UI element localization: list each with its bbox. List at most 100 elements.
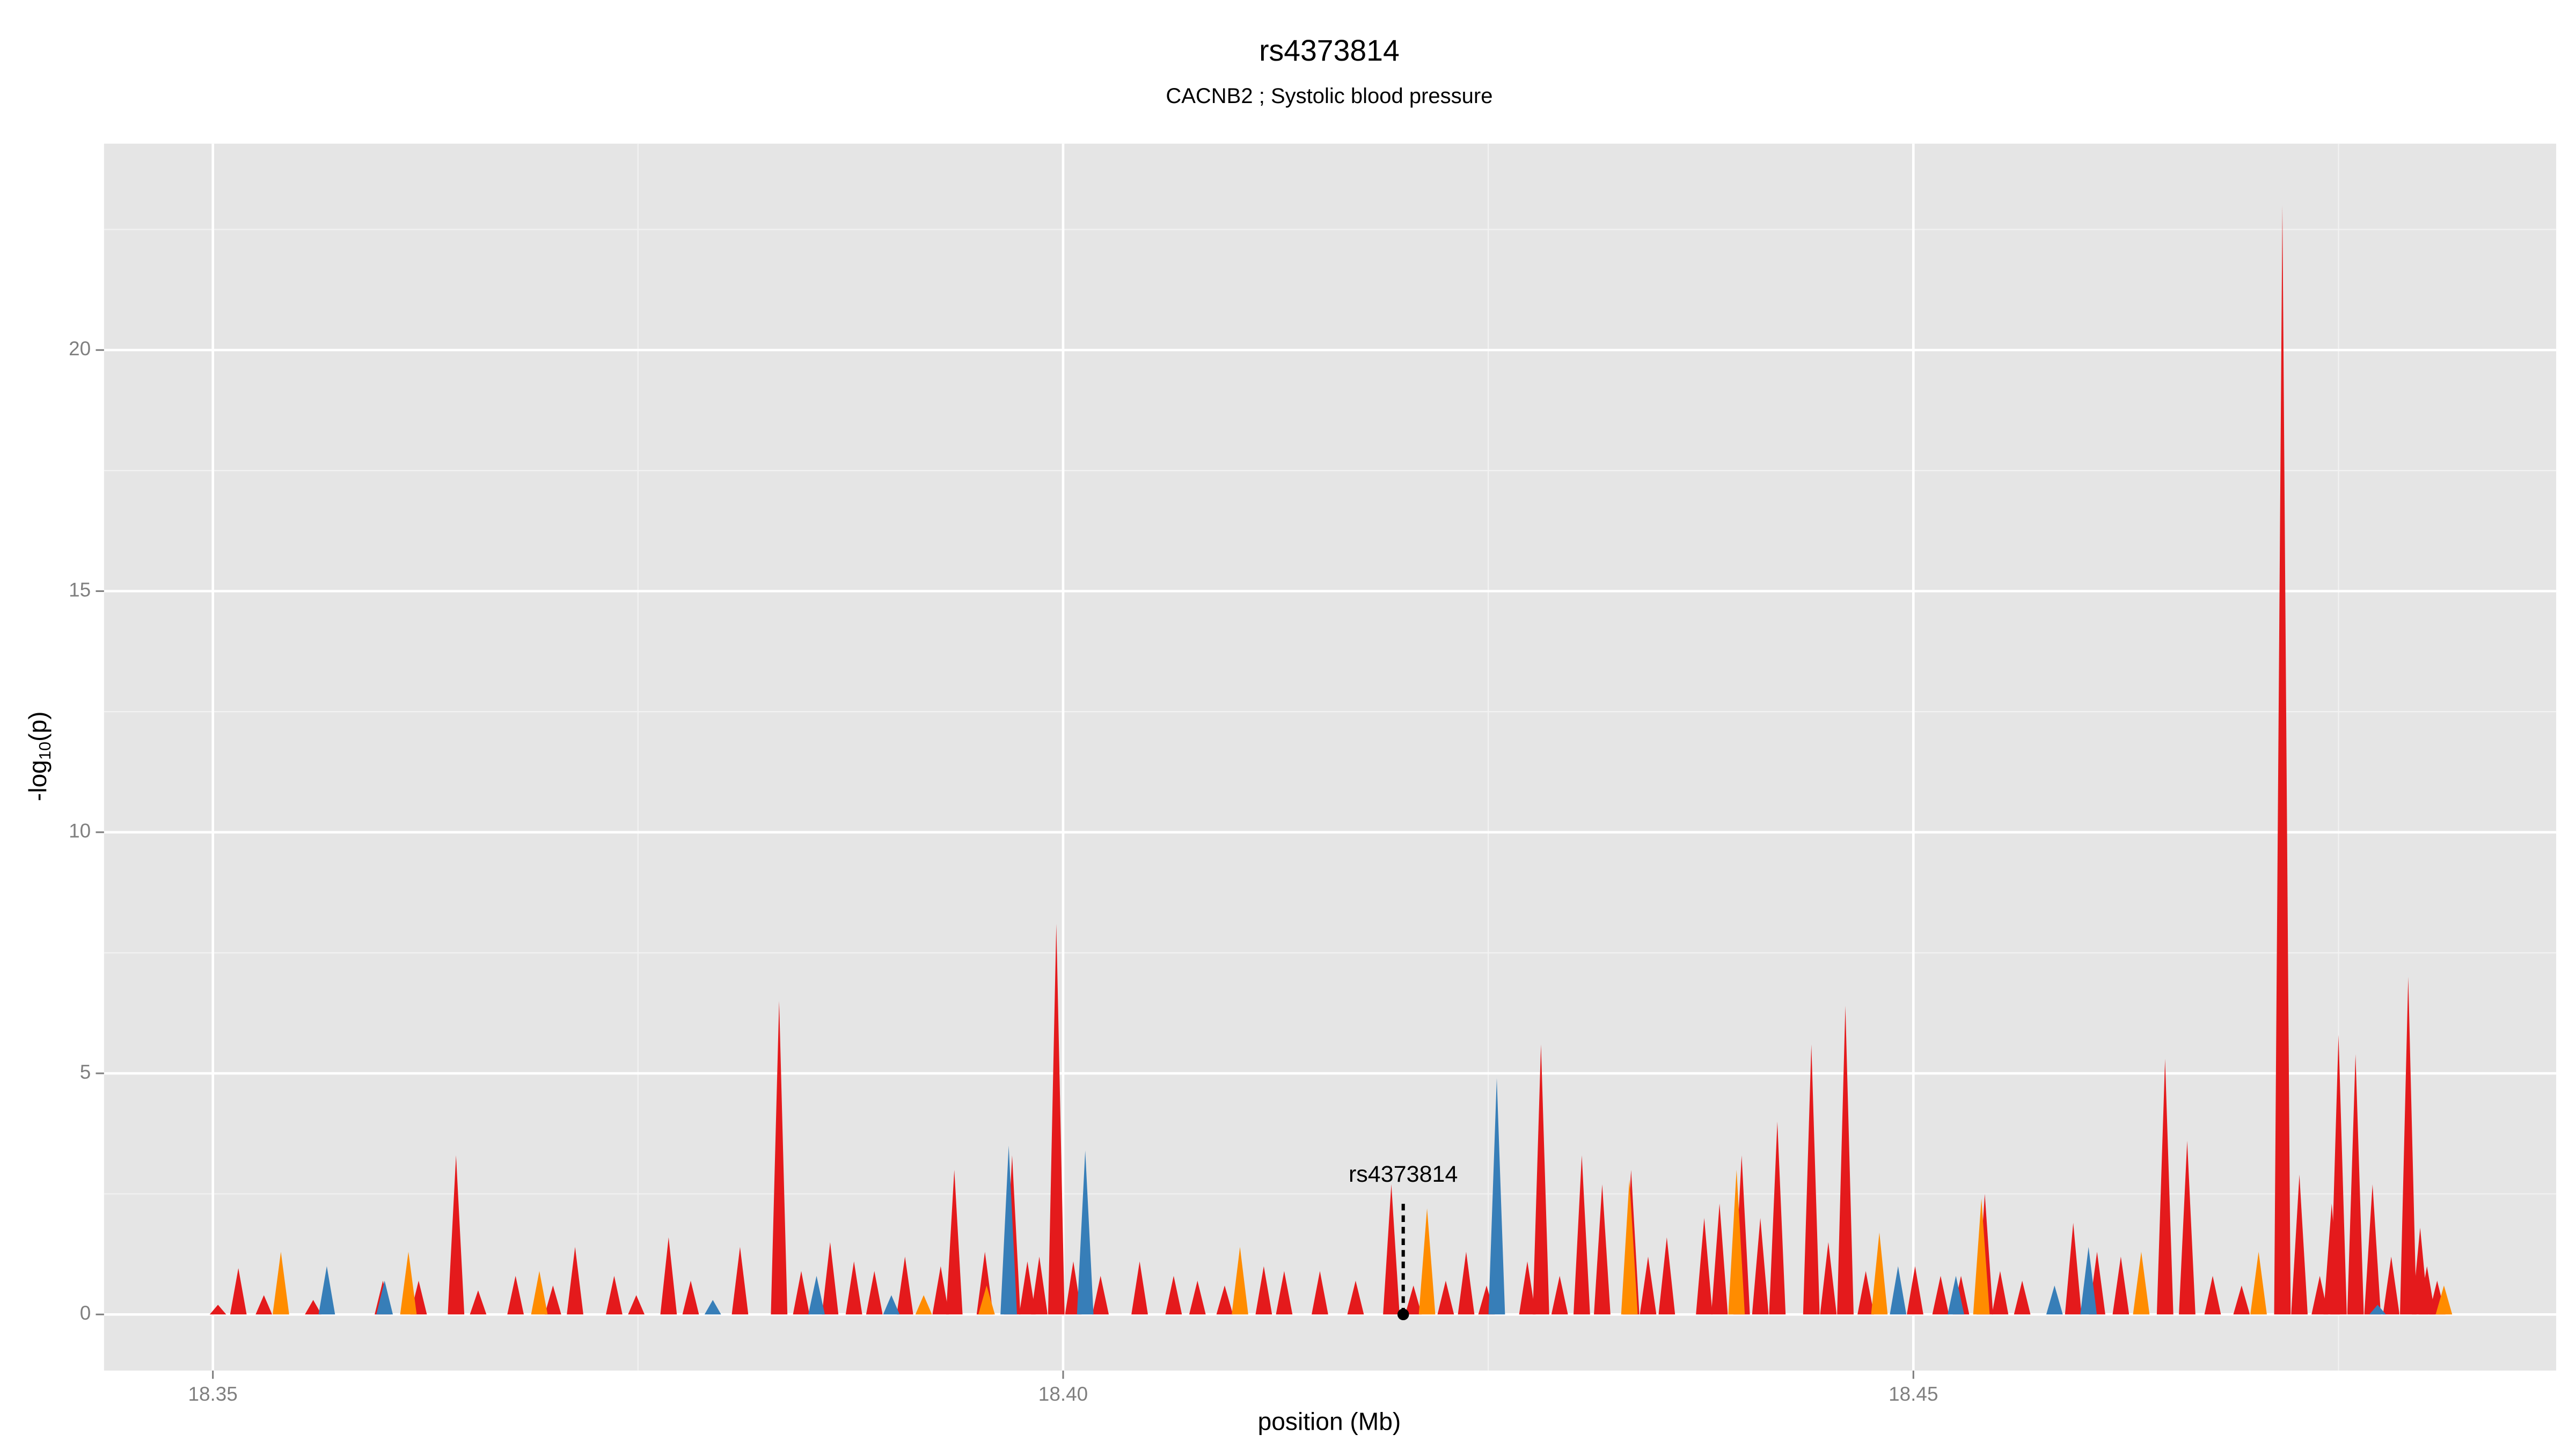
spike <box>771 1001 788 1315</box>
spike <box>2435 1285 2453 1315</box>
spike <box>660 1237 677 1315</box>
y-tick-label: 15 <box>69 579 91 601</box>
spike <box>2274 205 2291 1315</box>
spike <box>845 1261 862 1315</box>
spike <box>1189 1280 1206 1315</box>
spike <box>507 1276 524 1315</box>
x-axis-title: position (Mb) <box>1258 1407 1401 1435</box>
spike <box>1594 1184 1611 1315</box>
spike <box>1752 1218 1769 1315</box>
spike <box>1658 1237 1675 1315</box>
spike <box>1232 1247 1248 1315</box>
spike <box>1092 1276 1109 1315</box>
spike <box>1932 1276 1949 1315</box>
spike <box>544 1285 561 1315</box>
y-tick-label: 0 <box>80 1302 91 1324</box>
spike <box>1948 1276 1964 1315</box>
spike <box>1383 1184 1400 1315</box>
spike <box>1803 1044 1820 1315</box>
spike <box>1640 1256 1657 1315</box>
y-axis-title-main: -log <box>24 760 52 801</box>
spike <box>2112 1256 2129 1315</box>
x-tick-label: 18.40 <box>1038 1383 1088 1405</box>
spike <box>1871 1232 1888 1315</box>
labels: 18.35 18.40 18.45 0 5 10 15 20 rs4373814 <box>69 338 1938 1405</box>
spike <box>2233 1285 2250 1315</box>
spike <box>896 1256 913 1315</box>
spike <box>1551 1276 1568 1315</box>
spike <box>866 1271 883 1315</box>
spike <box>915 1295 932 1315</box>
y-tick-label: 20 <box>69 338 91 360</box>
spike <box>305 1300 321 1315</box>
spike <box>1696 1218 1713 1315</box>
spike <box>606 1276 623 1315</box>
spike <box>273 1252 289 1315</box>
y-axis-title: -log10(p) <box>24 711 54 801</box>
annotation-label: rs4373814 <box>1349 1161 1458 1187</box>
spike <box>2364 1184 2381 1315</box>
spike <box>400 1252 417 1315</box>
spike <box>1255 1266 1272 1315</box>
spike <box>376 1280 393 1315</box>
grid <box>104 143 2557 1371</box>
spike <box>1837 1006 1854 1315</box>
spike <box>1769 1121 1786 1315</box>
spike <box>1519 1261 1536 1315</box>
y-tick-label: 5 <box>80 1061 91 1083</box>
spike <box>448 1155 465 1315</box>
spike <box>1890 1266 1907 1315</box>
spike <box>1019 1261 1036 1315</box>
spike <box>1728 1169 1745 1315</box>
spike <box>1000 1145 1017 1315</box>
spike <box>1131 1261 1148 1315</box>
spike <box>1574 1155 1590 1315</box>
spike <box>2347 1054 2364 1315</box>
spike <box>1992 1271 2009 1315</box>
spike <box>230 1268 247 1315</box>
spike <box>808 1276 825 1315</box>
spike <box>2291 1174 2308 1315</box>
chart-subtitle: CACNB2 ; Systolic blood pressure <box>1166 84 1492 108</box>
y-axis-title-sub: 10 <box>35 742 54 760</box>
spike <box>2179 1140 2196 1315</box>
spike <box>1312 1271 1328 1315</box>
spike <box>704 1300 721 1315</box>
spike <box>883 1295 900 1315</box>
spike <box>628 1295 645 1315</box>
spike <box>318 1266 335 1315</box>
spike <box>1165 1276 1182 1315</box>
spike <box>2156 1059 2174 1315</box>
spike <box>2065 1223 2082 1315</box>
spike <box>1621 1179 1638 1315</box>
spike <box>2330 1035 2347 1315</box>
spike <box>255 1295 273 1315</box>
spike <box>1405 1285 1422 1315</box>
spike <box>2204 1276 2221 1315</box>
x-tick-label: 18.35 <box>188 1383 237 1405</box>
spike <box>1488 1078 1505 1315</box>
spike <box>1418 1208 1436 1315</box>
spike <box>470 1290 487 1315</box>
spike <box>682 1280 699 1315</box>
plot-panel <box>104 143 2557 1371</box>
spike <box>1276 1271 1293 1315</box>
spike <box>1031 1256 1048 1315</box>
spike <box>932 1266 949 1315</box>
spike <box>1532 1044 1549 1315</box>
chart-title: rs4373814 <box>1259 34 1400 67</box>
spike <box>1065 1261 1082 1315</box>
spike <box>731 1247 749 1315</box>
spike <box>1907 1266 1923 1315</box>
spike <box>2400 977 2417 1315</box>
spike <box>978 1285 995 1315</box>
annotation-point <box>1397 1308 1409 1321</box>
spike <box>1857 1271 1874 1315</box>
spike <box>2133 1252 2150 1315</box>
spike <box>531 1271 548 1315</box>
spike <box>2046 1285 2063 1315</box>
spike <box>1458 1252 1475 1315</box>
spike <box>2014 1280 2031 1315</box>
spike <box>1048 924 1065 1315</box>
